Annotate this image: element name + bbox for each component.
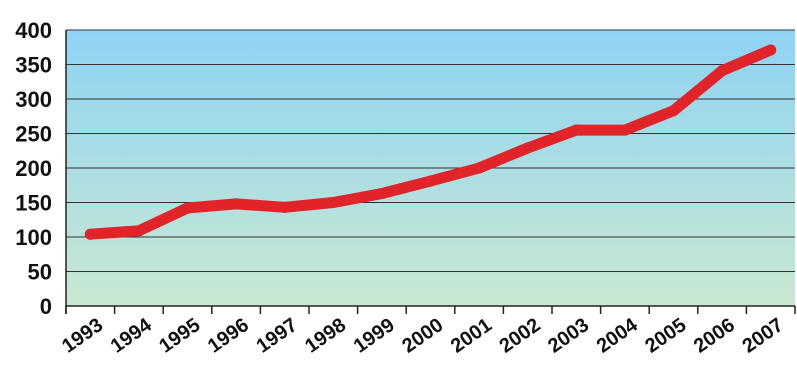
y-tick-label-400: 400 <box>15 18 52 43</box>
x-tick-label-2001: 2001 <box>447 314 496 358</box>
series-group <box>84 44 777 240</box>
y-tick-label-0: 0 <box>40 294 52 319</box>
x-tick-label-2002: 2002 <box>495 314 544 358</box>
y-tick-label-200: 200 <box>15 156 52 181</box>
x-tick-label-1999: 1999 <box>350 314 399 358</box>
data-point-2005 <box>668 105 679 117</box>
y-tick-label-350: 350 <box>15 53 52 78</box>
data-point-2001 <box>473 162 485 174</box>
data-point-1997 <box>279 201 291 213</box>
y-tick-label-50: 50 <box>28 260 52 285</box>
data-point-2003 <box>570 124 582 136</box>
y-tick-label-100: 100 <box>15 225 52 250</box>
data-point-1996 <box>230 198 242 210</box>
x-tick-label-1998: 1998 <box>301 314 350 358</box>
axes <box>65 30 796 314</box>
x-tick-label-2006: 2006 <box>690 314 739 358</box>
data-point-1993 <box>84 228 96 240</box>
data-point-1998 <box>327 197 339 208</box>
x-tick-label-2007: 2007 <box>738 314 787 358</box>
x-tick-label-1994: 1994 <box>107 314 157 358</box>
x-tick-label-1995: 1995 <box>155 314 204 358</box>
data-point-1995 <box>182 202 193 214</box>
x-tick-label-1997: 1997 <box>252 314 301 358</box>
data-point-2004 <box>619 124 631 136</box>
y-tick-label-250: 250 <box>15 122 52 147</box>
y-tick-labels: 0 50 100 150 200 250 300 350 400 <box>15 18 52 319</box>
x-tick-label-1993: 1993 <box>58 314 107 358</box>
x-tick-label-2005: 2005 <box>641 314 690 358</box>
data-point-2006 <box>716 65 728 77</box>
data-point-1994 <box>133 225 145 237</box>
y-tick-label-300: 300 <box>15 87 52 112</box>
x-tick-label-2004: 2004 <box>593 314 643 358</box>
data-point-2002 <box>522 142 534 154</box>
data-point-2007 <box>765 44 777 56</box>
data-point-2000 <box>425 175 436 187</box>
y-tick-label-150: 150 <box>15 191 52 216</box>
x-tick-label-1996: 1996 <box>204 314 253 358</box>
x-tick-label-2003: 2003 <box>544 314 593 358</box>
data-point-1999 <box>376 188 388 200</box>
x-tick-labels: 1993 1994 1995 1996 1997 1998 1999 2000 2001 2002… <box>58 314 787 358</box>
x-tick-label-2000: 2000 <box>398 314 447 358</box>
